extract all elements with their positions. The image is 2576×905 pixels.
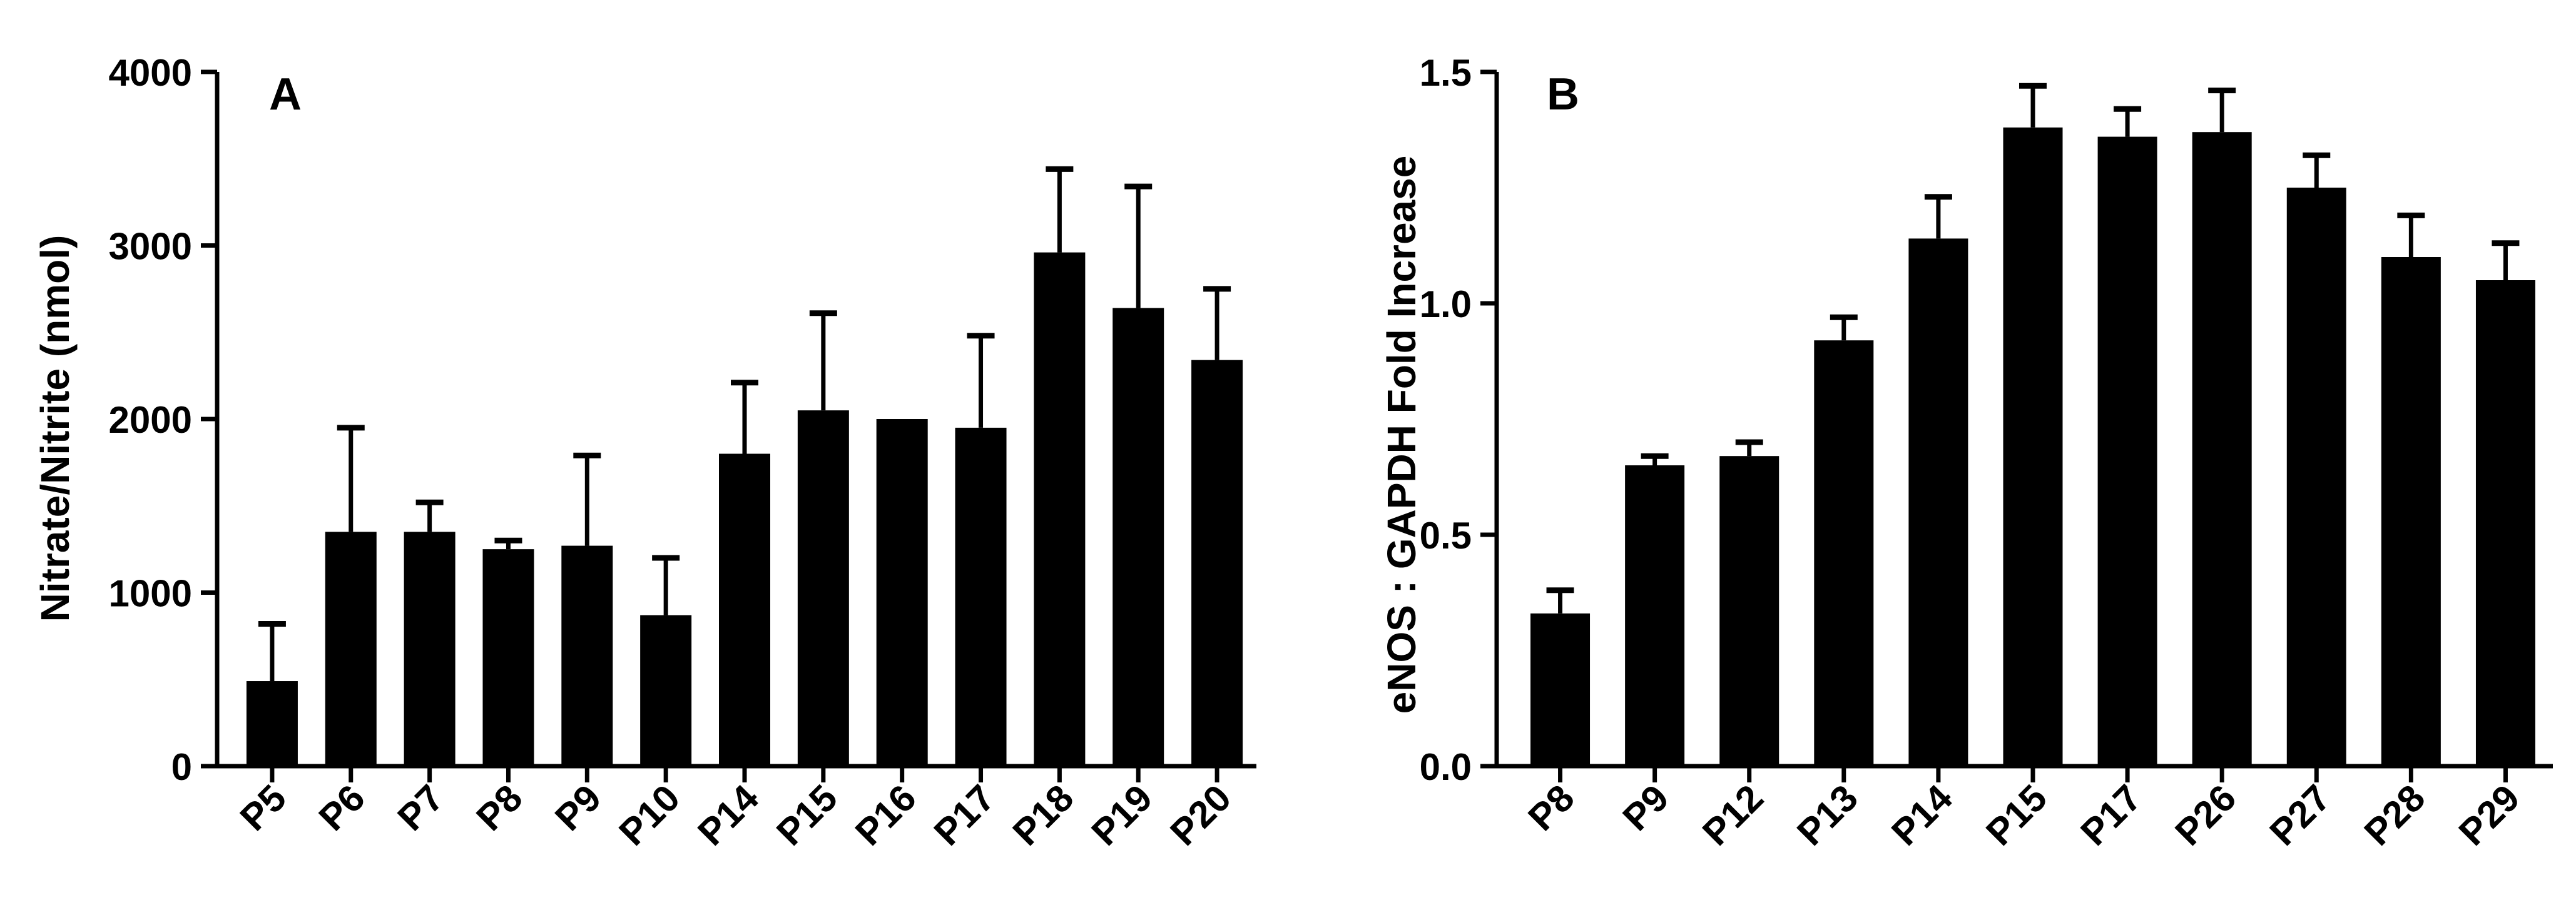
bar-p27 xyxy=(2286,188,2346,766)
y-tick-label-a: 4000 xyxy=(109,52,192,94)
bar-p12 xyxy=(1719,456,1779,766)
y-tick-label-a: 0 xyxy=(171,746,192,788)
bar-p7 xyxy=(404,532,456,766)
x-tick-label-p28: P28 xyxy=(2356,777,2433,854)
bar-p29 xyxy=(2475,280,2535,766)
panel-a-y-axis-title: Nitrate/Nitrite (nmol) xyxy=(33,235,78,622)
bar-p13 xyxy=(1814,340,1874,766)
x-tick-label-p17: P17 xyxy=(2072,777,2149,854)
bar-p28 xyxy=(2381,257,2441,766)
x-tick-label-p16: P16 xyxy=(847,777,924,854)
bar-p18 xyxy=(1034,252,1086,767)
panel-a-label: A xyxy=(269,69,302,119)
x-tick-label-p8: P8 xyxy=(1520,777,1582,839)
bar-p14 xyxy=(1908,238,1968,766)
x-tick-label-p14: P14 xyxy=(1883,776,1960,853)
bar-p5 xyxy=(246,681,298,766)
bar-p15 xyxy=(797,410,849,766)
chart-panel-b: B eNOS : GAPDH Fold Increase 0.0 0.5 1.0 1.… xyxy=(1379,52,2553,854)
bar-p14 xyxy=(719,453,770,766)
y-tick-label-b: 1.5 xyxy=(1420,52,1472,94)
bar-p20 xyxy=(1191,360,1243,766)
y-tick-label-a: 1000 xyxy=(109,573,192,615)
bar-p10 xyxy=(640,615,692,766)
x-tick-label-p6: P6 xyxy=(311,777,373,839)
x-tick-label-p15: P15 xyxy=(768,777,845,854)
bar-p6 xyxy=(325,532,377,766)
panel-b-y-axis-title: eNOS : GAPDH Fold Increase xyxy=(1379,156,1424,714)
x-tick-label-p20: P20 xyxy=(1162,777,1239,854)
bar-p26 xyxy=(2192,132,2252,766)
bar-p9 xyxy=(561,545,613,766)
bar-p17 xyxy=(955,427,1007,766)
x-tick-label-p26: P26 xyxy=(2167,777,2244,854)
y-tick-label-a: 3000 xyxy=(109,226,192,268)
bar-p16 xyxy=(876,419,928,766)
bar-p15 xyxy=(2003,127,2063,767)
x-tick-label-p29: P29 xyxy=(2451,777,2528,854)
x-tick-label-p14: P14 xyxy=(690,776,766,853)
x-tick-label-p9: P9 xyxy=(1615,777,1677,839)
bar-p19 xyxy=(1112,308,1164,766)
x-tick-label-p8: P8 xyxy=(468,777,530,839)
bar-p8 xyxy=(1530,613,1591,766)
bar-p9 xyxy=(1625,465,1685,766)
bar-p17 xyxy=(2097,136,2157,767)
x-tick-label-p19: P19 xyxy=(1084,777,1161,854)
x-tick-label-p10: P10 xyxy=(611,777,688,854)
y-tick-label-a: 2000 xyxy=(109,399,192,441)
x-tick-label-p13: P13 xyxy=(1789,777,1866,854)
x-tick-label-p15: P15 xyxy=(1978,777,2055,854)
y-tick-label-b: 0.5 xyxy=(1420,515,1472,557)
x-tick-label-p12: P12 xyxy=(1694,777,1771,854)
y-tick-label-b: 1.0 xyxy=(1420,283,1472,325)
x-tick-label-p5: P5 xyxy=(232,777,294,839)
x-tick-label-p27: P27 xyxy=(2262,777,2339,854)
y-tick-label-b: 0.0 xyxy=(1420,746,1472,788)
x-tick-label-p17: P17 xyxy=(926,777,1003,854)
x-tick-label-p7: P7 xyxy=(390,777,452,839)
x-tick-label-p9: P9 xyxy=(547,777,609,839)
bar-p8 xyxy=(482,549,534,766)
x-tick-label-p18: P18 xyxy=(1005,777,1082,854)
panel-b-label: B xyxy=(1547,69,1579,119)
chart-panel-a: A Nitrate/Nitrite (nmol) 0 1000 2000 3000 40… xyxy=(33,52,1256,854)
